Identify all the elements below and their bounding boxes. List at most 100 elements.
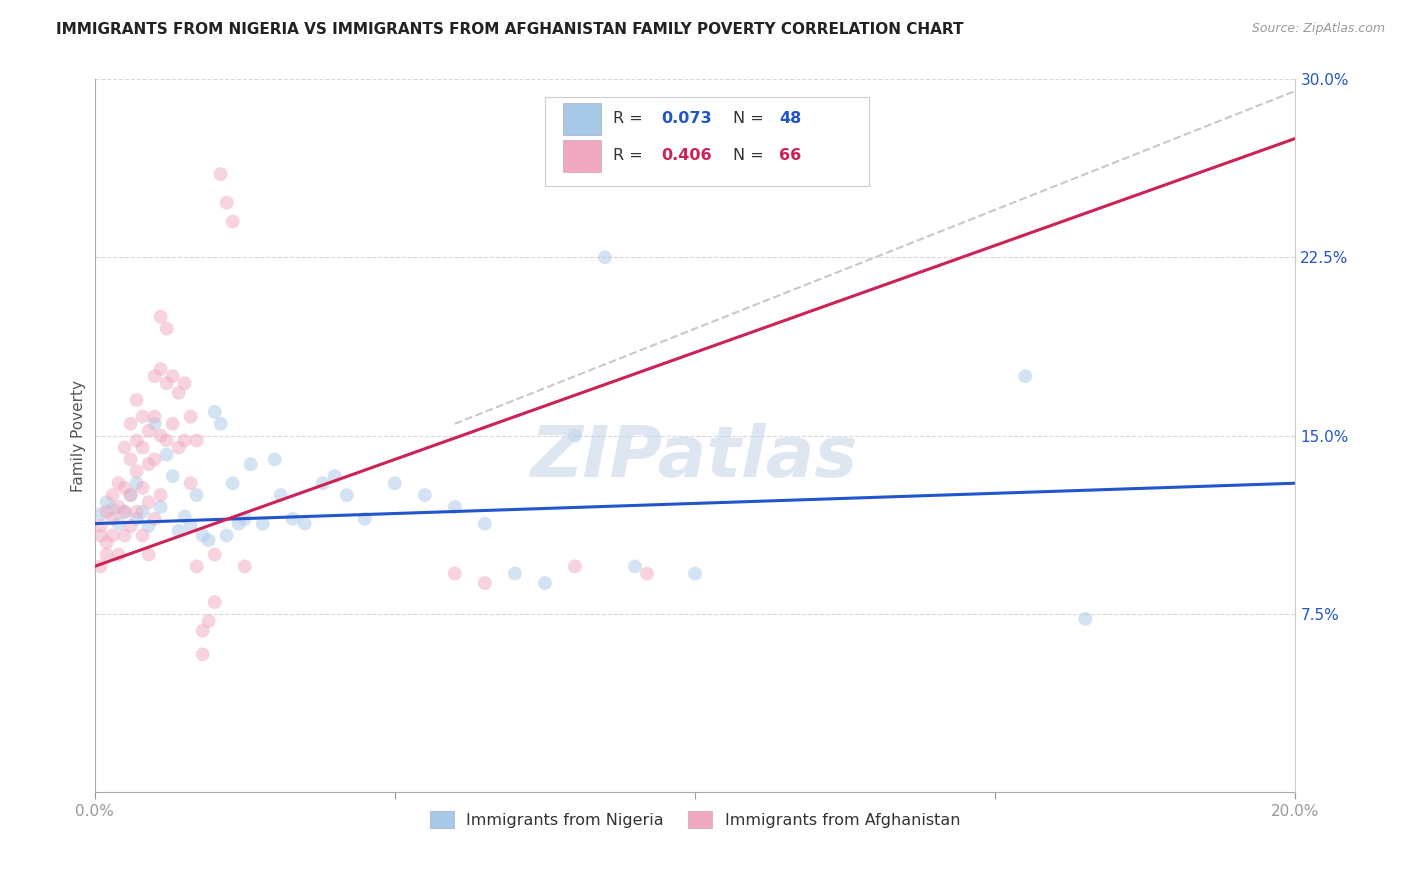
- Text: ZIPatlas: ZIPatlas: [531, 423, 859, 491]
- Point: [263, 452, 285, 467]
- Point: [162, 369, 184, 384]
- Point: [281, 512, 304, 526]
- Point: [443, 566, 465, 581]
- Point: [149, 362, 172, 376]
- Point: [197, 533, 219, 548]
- Point: [204, 405, 226, 419]
- Point: [156, 321, 179, 335]
- Point: [114, 505, 136, 519]
- Point: [96, 548, 118, 562]
- Point: [114, 481, 136, 495]
- Point: [186, 559, 208, 574]
- Point: [186, 488, 208, 502]
- Text: 66: 66: [779, 148, 801, 163]
- Point: [149, 500, 172, 514]
- Point: [143, 452, 166, 467]
- Point: [125, 434, 148, 448]
- Point: [191, 528, 214, 542]
- Point: [120, 488, 142, 502]
- Point: [167, 385, 190, 400]
- Point: [294, 516, 316, 531]
- Point: [180, 409, 202, 424]
- Point: [120, 519, 142, 533]
- Point: [125, 392, 148, 407]
- Point: [233, 512, 256, 526]
- Point: [204, 595, 226, 609]
- Point: [149, 488, 172, 502]
- Point: [107, 500, 129, 514]
- Point: [239, 457, 262, 471]
- Point: [474, 576, 496, 591]
- Point: [167, 524, 190, 538]
- Point: [233, 559, 256, 574]
- Point: [312, 476, 335, 491]
- Point: [90, 519, 112, 533]
- Point: [125, 464, 148, 478]
- Point: [96, 495, 118, 509]
- Point: [107, 548, 129, 562]
- Point: [162, 417, 184, 431]
- Point: [90, 528, 112, 542]
- Point: [101, 512, 124, 526]
- Text: 0.073: 0.073: [661, 112, 711, 127]
- Point: [215, 195, 238, 210]
- Point: [564, 428, 586, 442]
- Point: [1014, 369, 1036, 384]
- Point: [143, 417, 166, 431]
- Point: [131, 528, 153, 542]
- FancyBboxPatch shape: [562, 103, 602, 135]
- Point: [1074, 612, 1097, 626]
- Text: 48: 48: [779, 112, 801, 127]
- Point: [143, 369, 166, 384]
- Point: [96, 505, 118, 519]
- Point: [120, 452, 142, 467]
- Point: [138, 457, 160, 471]
- Point: [474, 516, 496, 531]
- Point: [162, 469, 184, 483]
- Point: [191, 648, 214, 662]
- Point: [173, 376, 195, 391]
- Point: [143, 409, 166, 424]
- Point: [180, 476, 202, 491]
- Point: [138, 495, 160, 509]
- Point: [96, 535, 118, 549]
- Point: [131, 505, 153, 519]
- Point: [156, 434, 179, 448]
- Point: [228, 516, 250, 531]
- Point: [138, 424, 160, 438]
- Point: [149, 310, 172, 324]
- Point: [149, 428, 172, 442]
- Point: [270, 488, 292, 502]
- Point: [209, 417, 232, 431]
- Point: [384, 476, 406, 491]
- Legend: Immigrants from Nigeria, Immigrants from Afghanistan: Immigrants from Nigeria, Immigrants from…: [423, 805, 967, 834]
- Point: [593, 250, 616, 264]
- Point: [120, 417, 142, 431]
- Point: [221, 476, 243, 491]
- Point: [186, 434, 208, 448]
- Point: [125, 512, 148, 526]
- Y-axis label: Family Poverty: Family Poverty: [72, 380, 86, 491]
- Point: [90, 507, 112, 521]
- Point: [90, 559, 112, 574]
- Point: [131, 481, 153, 495]
- Point: [114, 505, 136, 519]
- Point: [252, 516, 274, 531]
- Point: [107, 516, 129, 531]
- Point: [353, 512, 375, 526]
- Point: [683, 566, 706, 581]
- FancyBboxPatch shape: [562, 140, 602, 171]
- Point: [131, 441, 153, 455]
- Point: [143, 512, 166, 526]
- Point: [534, 576, 557, 591]
- FancyBboxPatch shape: [546, 97, 869, 186]
- Text: N =: N =: [734, 112, 769, 127]
- Point: [221, 214, 243, 228]
- Point: [636, 566, 658, 581]
- Point: [167, 441, 190, 455]
- Point: [197, 614, 219, 628]
- Point: [138, 548, 160, 562]
- Point: [114, 441, 136, 455]
- Point: [204, 548, 226, 562]
- Text: N =: N =: [734, 148, 769, 163]
